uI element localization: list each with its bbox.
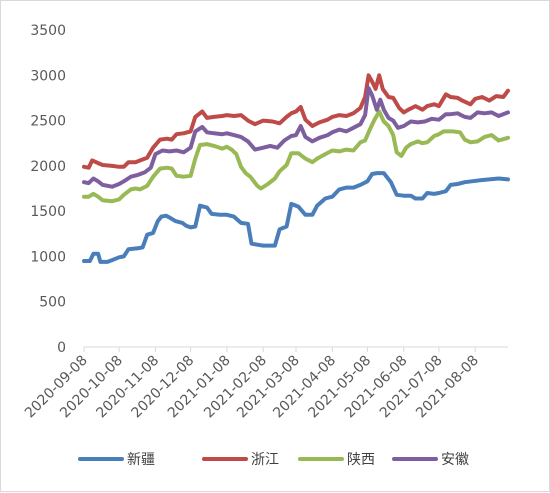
series-lines xyxy=(82,73,510,264)
legend-label: 新疆 xyxy=(127,452,155,468)
y-tick-label: 1500 xyxy=(30,204,66,220)
legend-label: 陕西 xyxy=(347,452,375,468)
x-axis-tick-labels: 2020-09-082020-10-082020-11-082020-12-08… xyxy=(22,353,482,422)
y-tick-label: 2500 xyxy=(30,114,66,130)
y-tick-label: 2000 xyxy=(30,159,66,175)
legend: 新疆 浙江 陕西 安徽 xyxy=(78,452,469,468)
series-line-2 xyxy=(82,73,510,170)
y-tick-label: 0 xyxy=(57,340,66,356)
y-tick-label: 500 xyxy=(39,295,66,311)
y-tick-label: 3000 xyxy=(30,68,66,84)
y-axis-tick-labels: 0 500 1000 1500 2000 2500 3000 3500 xyxy=(30,23,66,356)
series-line-1 xyxy=(82,171,510,264)
x-axis-tick-marks xyxy=(83,347,476,352)
series-line-4 xyxy=(82,86,510,189)
y-tick-label: 3500 xyxy=(30,23,66,39)
legend-label: 浙江 xyxy=(251,452,279,468)
series-line-3 xyxy=(82,109,510,204)
y-tick-label: 1000 xyxy=(30,249,66,265)
legend-label: 安徽 xyxy=(441,452,469,468)
